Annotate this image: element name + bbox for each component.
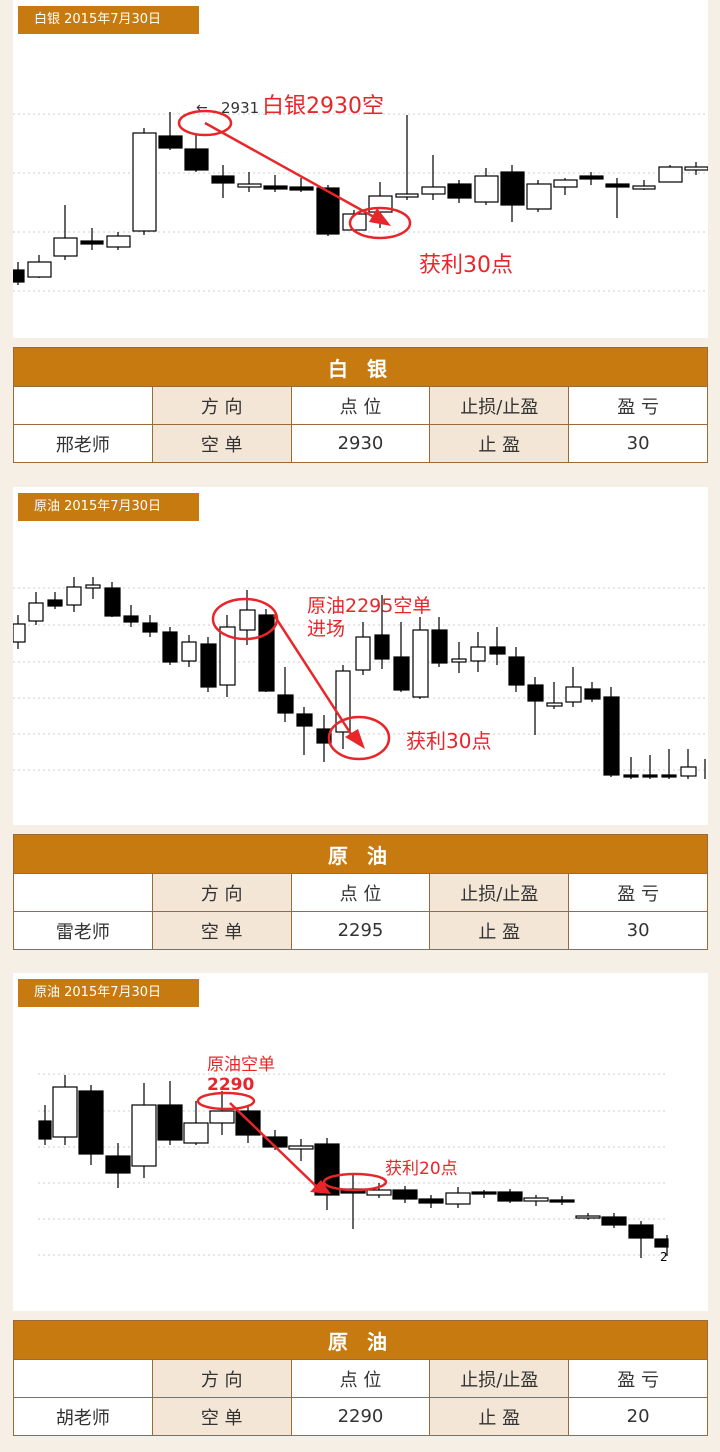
header-cell <box>13 873 153 912</box>
profit-annotation: 获利20点 <box>385 1159 458 1179</box>
chart-panel: 原油2295空单 进场 获利30点 原油 2015年7月30日 <box>13 487 708 825</box>
pnl-cell: 30 <box>568 424 708 463</box>
direction-cell: 空 单 <box>151 911 292 950</box>
price-cell: 2930 <box>290 424 431 463</box>
header-pnl: 盈 亏 <box>568 386 708 425</box>
teacher-name: 雷老师 <box>13 911 153 950</box>
price-cell: 2295 <box>290 911 431 950</box>
stop-cell: 止 盈 <box>429 911 570 950</box>
candlestick-chart: 原油空单 2290 获利20点 2 <box>38 1055 669 1264</box>
header-cell <box>13 1359 153 1398</box>
candles <box>13 112 708 285</box>
pnl-cell: 20 <box>568 1397 708 1436</box>
entry-annotation: 原油2295空单 <box>307 595 431 617</box>
table-title: 白 银 <box>13 347 708 387</box>
pnl-cell: 30 <box>568 911 708 950</box>
header-cell <box>13 386 153 425</box>
direction-cell: 空 单 <box>151 1397 292 1436</box>
entry-annotation: 白银2930空 <box>262 94 384 119</box>
date-tag: 原油 2015年7月30日 <box>18 493 199 521</box>
teacher-name: 胡老师 <box>13 1397 153 1436</box>
trade-table: 白 银 方 向 点 位 止损/止盈 盈 亏 邢老师 空 单 2930 止 盈 3… <box>13 347 708 463</box>
chart-panel: ← 2931 白银2930空 获利30点 白银 2015年7月30日 <box>13 0 708 338</box>
entry-annotation: 原油空单 <box>207 1055 275 1075</box>
stop-cell: 止 盈 <box>429 1397 570 1436</box>
chart-panel: 原油空单 2290 获利20点 2 原油 2015年7月30日 <box>13 973 708 1311</box>
table-title: 原 油 <box>13 1320 708 1360</box>
header-stop: 止损/止盈 <box>429 1359 570 1398</box>
teacher-name: 邢老师 <box>13 424 153 463</box>
trade-table: 原 油 方 向 点 位 止损/止盈 盈 亏 雷老师 空 单 2295 止 盈 3… <box>13 834 708 950</box>
header-pnl: 盈 亏 <box>568 1359 708 1398</box>
price-label: 2931 <box>221 99 259 117</box>
profit-annotation: 获利30点 <box>406 729 491 753</box>
candlestick-chart: 原油2295空单 进场 获利30点 <box>13 577 708 779</box>
header-direction: 方 向 <box>151 386 292 425</box>
header-price: 点 位 <box>290 873 431 912</box>
direction-cell: 空 单 <box>151 424 292 463</box>
stop-cell: 止 盈 <box>429 424 570 463</box>
entry-annotation-line2: 进场 <box>307 618 345 640</box>
header-direction: 方 向 <box>151 1359 292 1398</box>
header-stop: 止损/止盈 <box>429 873 570 912</box>
profit-annotation: 获利30点 <box>419 253 513 278</box>
svg-text:←: ← <box>196 100 208 116</box>
header-stop: 止损/止盈 <box>429 386 570 425</box>
date-tag: 原油 2015年7月30日 <box>18 979 199 1007</box>
axis-label: 2 <box>660 1250 668 1264</box>
price-cell: 2290 <box>290 1397 431 1436</box>
header-price: 点 位 <box>290 386 431 425</box>
trade-table: 原 油 方 向 点 位 止损/止盈 盈 亏 胡老师 空 单 2290 止 盈 2… <box>13 1320 708 1436</box>
candlestick-chart: ← 2931 白银2930空 获利30点 <box>13 94 708 292</box>
header-pnl: 盈 亏 <box>568 873 708 912</box>
header-price: 点 位 <box>290 1359 431 1398</box>
table-title: 原 油 <box>13 834 708 874</box>
header-direction: 方 向 <box>151 873 292 912</box>
date-tag: 白银 2015年7月30日 <box>18 6 199 34</box>
entry-price-annotation: 2290 <box>207 1075 254 1095</box>
